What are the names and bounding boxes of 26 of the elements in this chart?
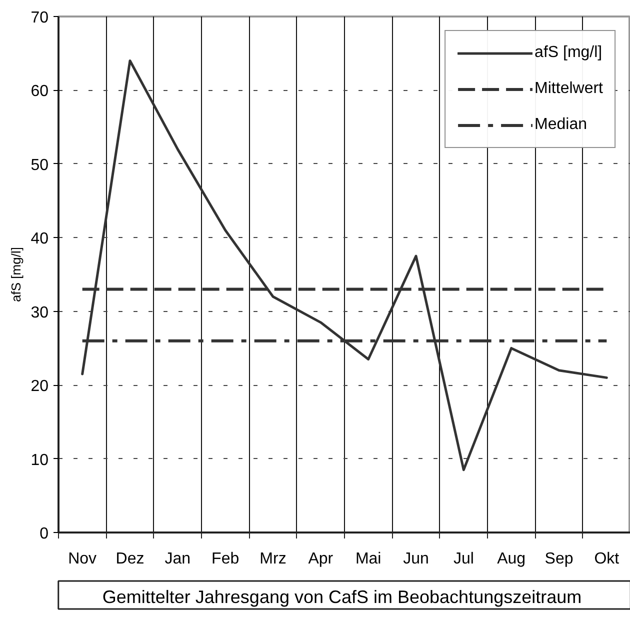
y-tick-label: 70 — [30, 10, 49, 26]
legend-label: Mittelwert — [534, 79, 603, 99]
y-tick-label: 60 — [30, 83, 49, 100]
y-axis-title: afS [mg/l] — [8, 247, 24, 302]
x-tick-label: Jan — [164, 550, 191, 568]
x-tick-label: Okt — [594, 550, 620, 568]
y-tick-label: 10 — [30, 452, 49, 469]
legend-label: afS [mg/l] — [534, 43, 602, 63]
text: Gemittelter Jahresgang von CafS im Beobachtungszeitraum — [102, 587, 582, 607]
x-tick-label: Feb — [212, 550, 240, 568]
y-tick-label: 50 — [30, 156, 49, 174]
x-tick-label: Jun — [403, 550, 429, 568]
y-tick-label: 30 — [30, 304, 49, 322]
x-tick-label: Aug — [497, 550, 526, 568]
y-tick-label: 20 — [30, 378, 49, 396]
x-tick-label: Apr — [308, 550, 334, 568]
y-tick-label: 0 — [40, 526, 49, 542]
x-tick-label: Mai — [355, 550, 382, 568]
x-tick-label: Jul — [453, 550, 474, 568]
x-tick-label: Sep — [544, 550, 574, 568]
legend-label: Median — [534, 115, 588, 135]
y-tick-label: 40 — [30, 230, 49, 248]
x-tick-label: Dez — [116, 550, 144, 568]
x-tick-label: Mrz — [260, 550, 286, 568]
line-series — [81, 59, 608, 472]
x-tick-label: Nov — [68, 550, 97, 568]
